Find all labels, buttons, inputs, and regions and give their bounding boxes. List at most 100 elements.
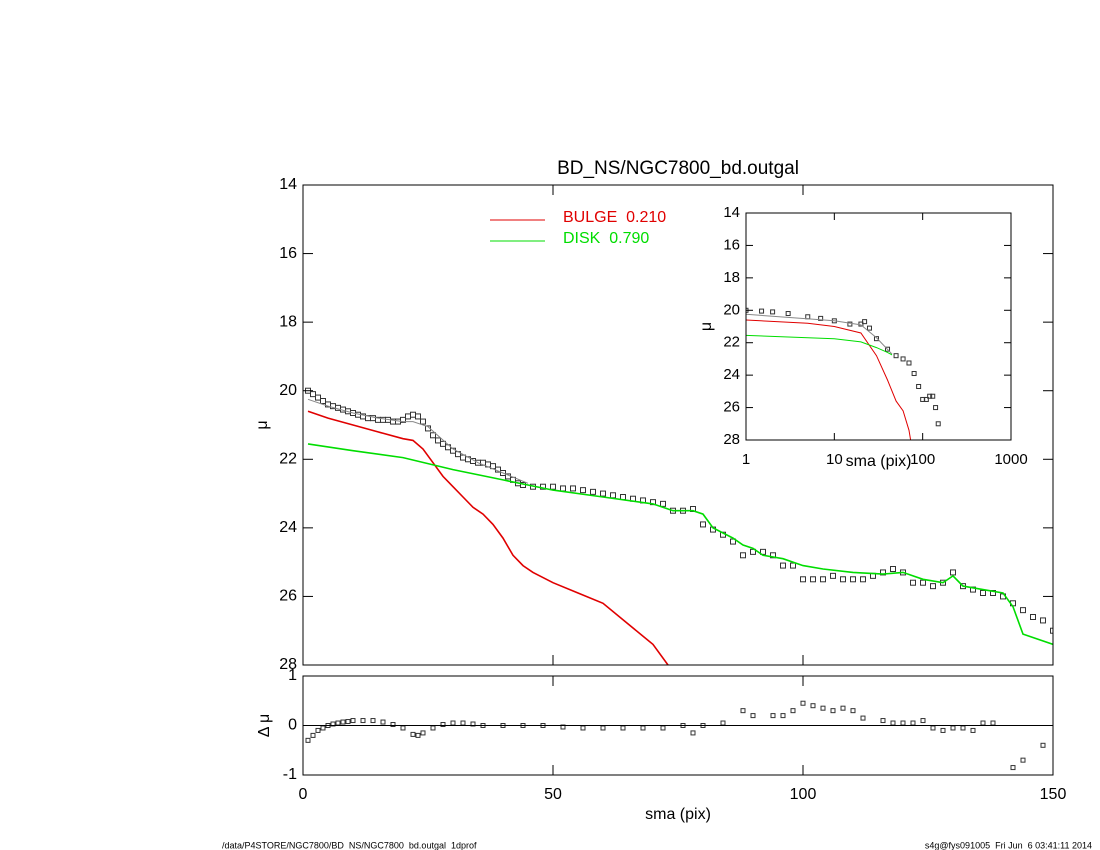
data-point — [720, 720, 726, 726]
data-point — [340, 719, 346, 725]
data-point — [960, 725, 966, 731]
data-point — [800, 700, 806, 706]
data-point — [923, 396, 929, 402]
data-point — [315, 727, 321, 733]
data-point — [862, 319, 868, 325]
plot-area — [305, 700, 1046, 771]
series-line — [307, 410, 669, 665]
data-point — [320, 398, 326, 404]
data-point — [400, 416, 406, 423]
footer-left: /data/P4STORE/NGC7800/BD_NS/NGC7800_bd.o… — [222, 840, 477, 850]
data-point — [430, 725, 436, 731]
y-tick-label: 20 — [279, 382, 297, 399]
chart-title: BD_NS/NGC7800_bd.outgal — [557, 158, 799, 179]
data-point — [990, 720, 996, 726]
data-point — [916, 383, 922, 389]
data-point — [750, 713, 756, 719]
data-point — [1030, 614, 1036, 620]
data-point — [920, 718, 926, 724]
data-point — [930, 583, 936, 590]
x-tick-label: 100 — [910, 451, 935, 468]
y-tick-label: 0 — [288, 717, 297, 734]
legend-label: BULGE 0.210 — [563, 209, 666, 226]
data-point — [610, 492, 616, 499]
data-point — [660, 725, 666, 731]
data-point — [415, 732, 421, 738]
x-tick-label: 100 — [790, 786, 817, 803]
y-tick-label: 14 — [279, 176, 297, 193]
y-tick-label: 18 — [279, 313, 297, 330]
data-point — [740, 708, 746, 714]
data-point — [885, 346, 891, 352]
y-tick-label: 18 — [723, 269, 740, 286]
data-point — [315, 394, 321, 401]
data-point — [540, 483, 546, 490]
y-tick-label: 26 — [279, 588, 297, 605]
data-point — [420, 418, 426, 425]
data-point — [410, 731, 416, 737]
data-point — [880, 569, 886, 576]
frame — [302, 184, 1054, 666]
data-point — [873, 336, 879, 342]
data-point — [890, 566, 896, 572]
data-point — [866, 325, 872, 331]
data-point — [660, 500, 666, 507]
y-tick-label: 16 — [723, 236, 740, 253]
data-point — [580, 487, 586, 494]
data-point — [740, 552, 746, 559]
data-point — [830, 708, 836, 714]
y-axis-label: μ — [698, 322, 715, 331]
y-axis-label: Δ μ — [256, 714, 273, 737]
data-point — [830, 572, 836, 579]
data-point — [790, 708, 796, 714]
data-point — [440, 440, 446, 447]
data-point — [420, 730, 426, 736]
y-tick-label: -1 — [283, 766, 297, 783]
x-tick-label: 50 — [544, 786, 562, 803]
data-point — [1040, 617, 1046, 624]
data-point — [770, 713, 776, 719]
data-point — [500, 470, 506, 476]
plot-area — [746, 307, 941, 440]
y-tick-label: 20 — [723, 301, 740, 318]
data-point — [470, 721, 476, 727]
x-tick-label: 1000 — [994, 451, 1027, 468]
data-point — [570, 485, 576, 492]
y-tick-label: 28 — [723, 431, 740, 448]
data-point — [890, 720, 896, 726]
data-point — [818, 315, 824, 321]
data-point — [906, 360, 912, 366]
y-tick-label: 24 — [279, 519, 297, 536]
data-point — [893, 353, 899, 359]
data-point — [910, 720, 916, 726]
data-point — [850, 576, 856, 583]
data-point — [790, 562, 796, 569]
x-tick-label: 150 — [1040, 786, 1067, 803]
data-point — [560, 724, 566, 730]
footer-right: s4g@fys091005 Fri Jun 6 03:41:11 2014 — [925, 840, 1092, 850]
data-point — [390, 722, 396, 728]
data-point — [860, 576, 866, 583]
data-point — [810, 576, 816, 583]
data-point — [690, 730, 696, 736]
data-point — [900, 720, 906, 726]
data-point — [1050, 627, 1053, 634]
x-axis-label: sma (pix) — [645, 806, 711, 823]
data-point — [620, 725, 626, 731]
data-point — [330, 721, 336, 727]
data-point — [590, 488, 596, 495]
data-point — [1020, 757, 1026, 763]
data-point — [450, 720, 456, 726]
data-point — [410, 411, 416, 418]
data-point — [933, 405, 939, 411]
data-point — [430, 432, 436, 439]
data-point — [310, 732, 316, 738]
legend-label: DISK 0.790 — [563, 230, 649, 247]
data-point — [810, 703, 816, 709]
data-point — [580, 725, 586, 731]
data-point — [840, 576, 846, 583]
data-point — [930, 393, 936, 399]
data-point — [860, 715, 866, 721]
data-point — [927, 393, 933, 399]
